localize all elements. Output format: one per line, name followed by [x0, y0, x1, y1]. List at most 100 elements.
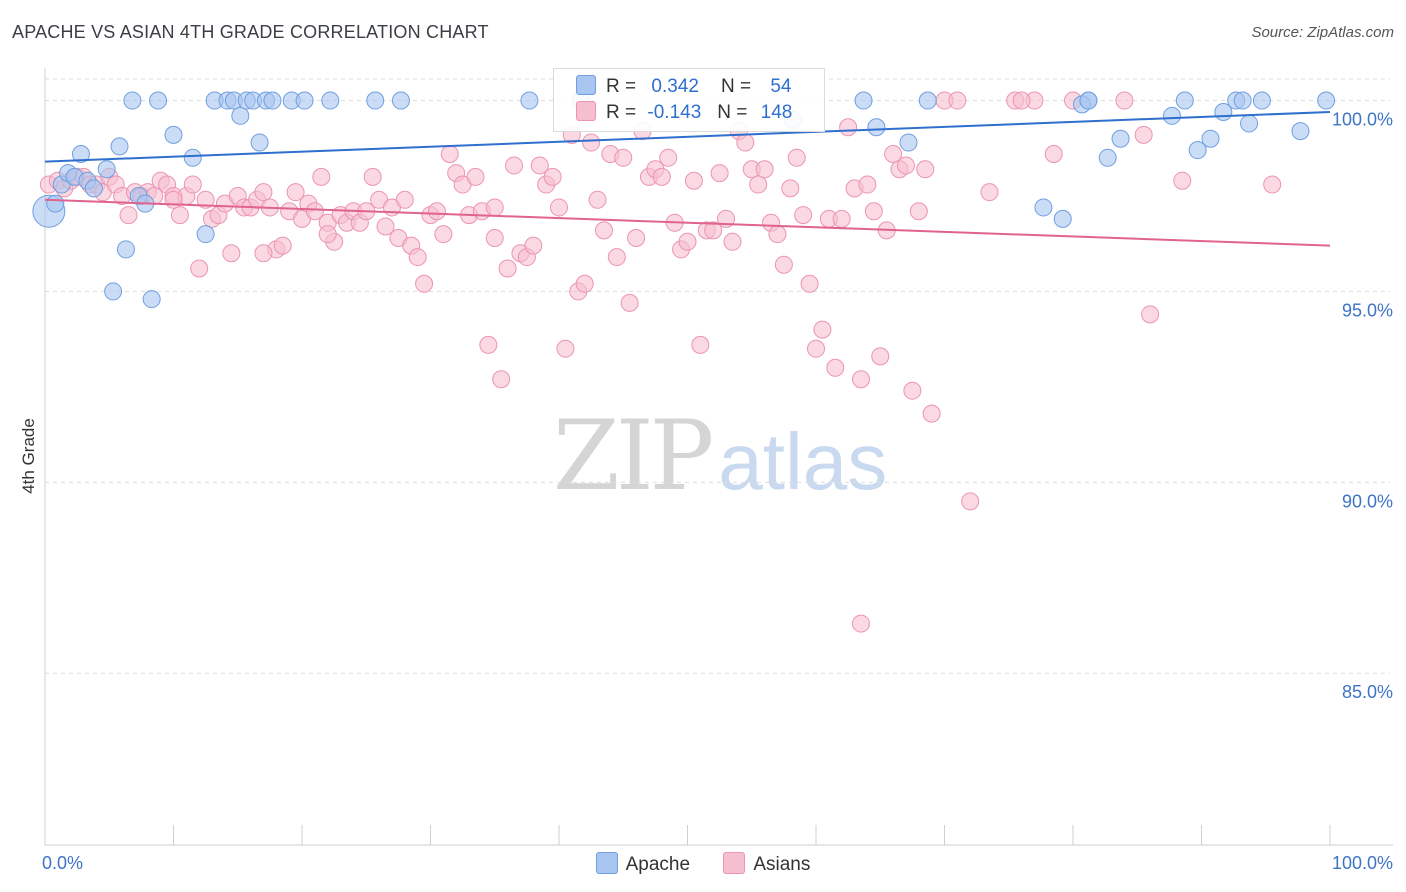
- asians-point: [1115, 91, 1134, 110]
- asians-point: [948, 91, 967, 110]
- apache-point: [1111, 129, 1130, 148]
- apache-point: [1162, 106, 1181, 125]
- apache-point: [391, 91, 410, 110]
- axes: [44, 68, 1393, 846]
- asians-point: [749, 175, 768, 194]
- asians-point: [851, 370, 870, 389]
- asians-point: [479, 335, 498, 354]
- asians-point: [774, 255, 793, 274]
- asians-n-label: N =: [717, 102, 748, 123]
- asians-point: [787, 148, 806, 167]
- asians-point: [588, 190, 607, 209]
- asians-point: [427, 202, 446, 221]
- asians-point: [273, 236, 292, 255]
- trend-lines: [44, 110, 1331, 247]
- asians-point: [190, 259, 209, 278]
- asians-point: [710, 164, 729, 183]
- asians-point: [826, 358, 845, 377]
- asians-point: [530, 156, 549, 175]
- y-tick-label: 85.0%: [1342, 682, 1393, 702]
- apache-points: [32, 91, 1336, 309]
- apache-point: [196, 225, 215, 244]
- apache-point: [1098, 148, 1117, 167]
- asians-point: [498, 259, 517, 278]
- asians-point: [980, 183, 999, 202]
- asians-point: [851, 614, 870, 633]
- asians-point: [434, 225, 453, 244]
- source-credit: Source: ZipAtlas.com: [1251, 24, 1394, 41]
- y-tick-label: 95.0%: [1342, 300, 1393, 320]
- apache-point: [104, 282, 123, 301]
- y-tick-label: 100.0%: [1332, 110, 1393, 130]
- asians-point: [222, 244, 241, 263]
- apache-point: [97, 160, 116, 179]
- asians-point: [858, 175, 877, 194]
- apache-point: [295, 91, 314, 110]
- chart-title: APACHE VS ASIAN 4TH GRADE CORRELATION CH…: [12, 22, 489, 42]
- asians-point: [755, 160, 774, 179]
- apache-point: [1201, 129, 1220, 148]
- asians-point: [543, 167, 562, 186]
- apache-point: [1252, 91, 1271, 110]
- apache-point: [918, 91, 937, 110]
- asians-point: [575, 274, 594, 293]
- legend-row-apache: R = 0.342 N = 54: [576, 75, 791, 101]
- apache-point: [321, 91, 340, 110]
- apache-point: [1053, 209, 1072, 228]
- asians-points: [39, 91, 1282, 633]
- apache-point: [84, 179, 103, 198]
- asians-point: [254, 183, 273, 202]
- asians-point: [909, 202, 928, 221]
- legend-item-asians[interactable]: Asians: [723, 852, 810, 876]
- asians-point: [916, 160, 935, 179]
- asians-trend-line: [44, 198, 1331, 247]
- asians-point: [684, 171, 703, 190]
- asians-point: [1141, 305, 1160, 324]
- asians-point: [1012, 91, 1031, 110]
- asians-point: [736, 133, 755, 152]
- asians-r-value: -0.143: [647, 102, 702, 123]
- asians-point: [652, 167, 671, 186]
- asians-point: [196, 190, 215, 209]
- asians-point: [607, 248, 626, 267]
- asians-point: [170, 206, 189, 225]
- asians-point: [864, 202, 883, 221]
- asians-point: [550, 198, 568, 217]
- asians-point: [492, 370, 511, 389]
- apache-r-label: R =: [606, 76, 637, 97]
- apache-trend-line: [44, 110, 1331, 163]
- asians-point: [485, 228, 504, 247]
- apache-legend-label: Apache: [625, 854, 691, 875]
- apache-point: [250, 133, 269, 152]
- apache-point: [1240, 114, 1259, 133]
- asians-point: [1044, 144, 1063, 163]
- asians-point: [254, 244, 273, 263]
- apache-point: [123, 91, 142, 110]
- y-axis-label: 4th Grade: [19, 418, 38, 494]
- legend-row-asians: R = -0.143 N = 148: [576, 101, 792, 127]
- asians-point: [183, 175, 202, 194]
- asians-point: [961, 492, 980, 511]
- apache-point: [366, 91, 385, 110]
- apache-point: [1175, 91, 1194, 110]
- watermark: ZIP atlas: [553, 400, 887, 512]
- apache-point: [1034, 198, 1053, 217]
- apache-n-label: N =: [720, 76, 752, 97]
- asians-point: [395, 190, 414, 209]
- watermark-zip: ZIP: [553, 400, 714, 512]
- asians-point: [1263, 175, 1282, 194]
- apache-point: [116, 240, 135, 259]
- asians-point: [871, 347, 890, 366]
- apache-legend-swatch: [595, 852, 618, 874]
- asians-point: [408, 248, 427, 267]
- legend-item-apache[interactable]: Apache: [595, 852, 691, 876]
- asians-point: [614, 148, 633, 167]
- asians-point: [376, 217, 395, 236]
- asians-point: [723, 232, 742, 251]
- asians-point: [363, 167, 382, 186]
- asians-point: [781, 179, 800, 198]
- asians-point: [1173, 171, 1192, 190]
- apache-point: [899, 133, 918, 152]
- tick-labels: 85.0% 90.0% 95.0% 100.0% 0.0% 100.0% 4th Grade: [19, 110, 1393, 873]
